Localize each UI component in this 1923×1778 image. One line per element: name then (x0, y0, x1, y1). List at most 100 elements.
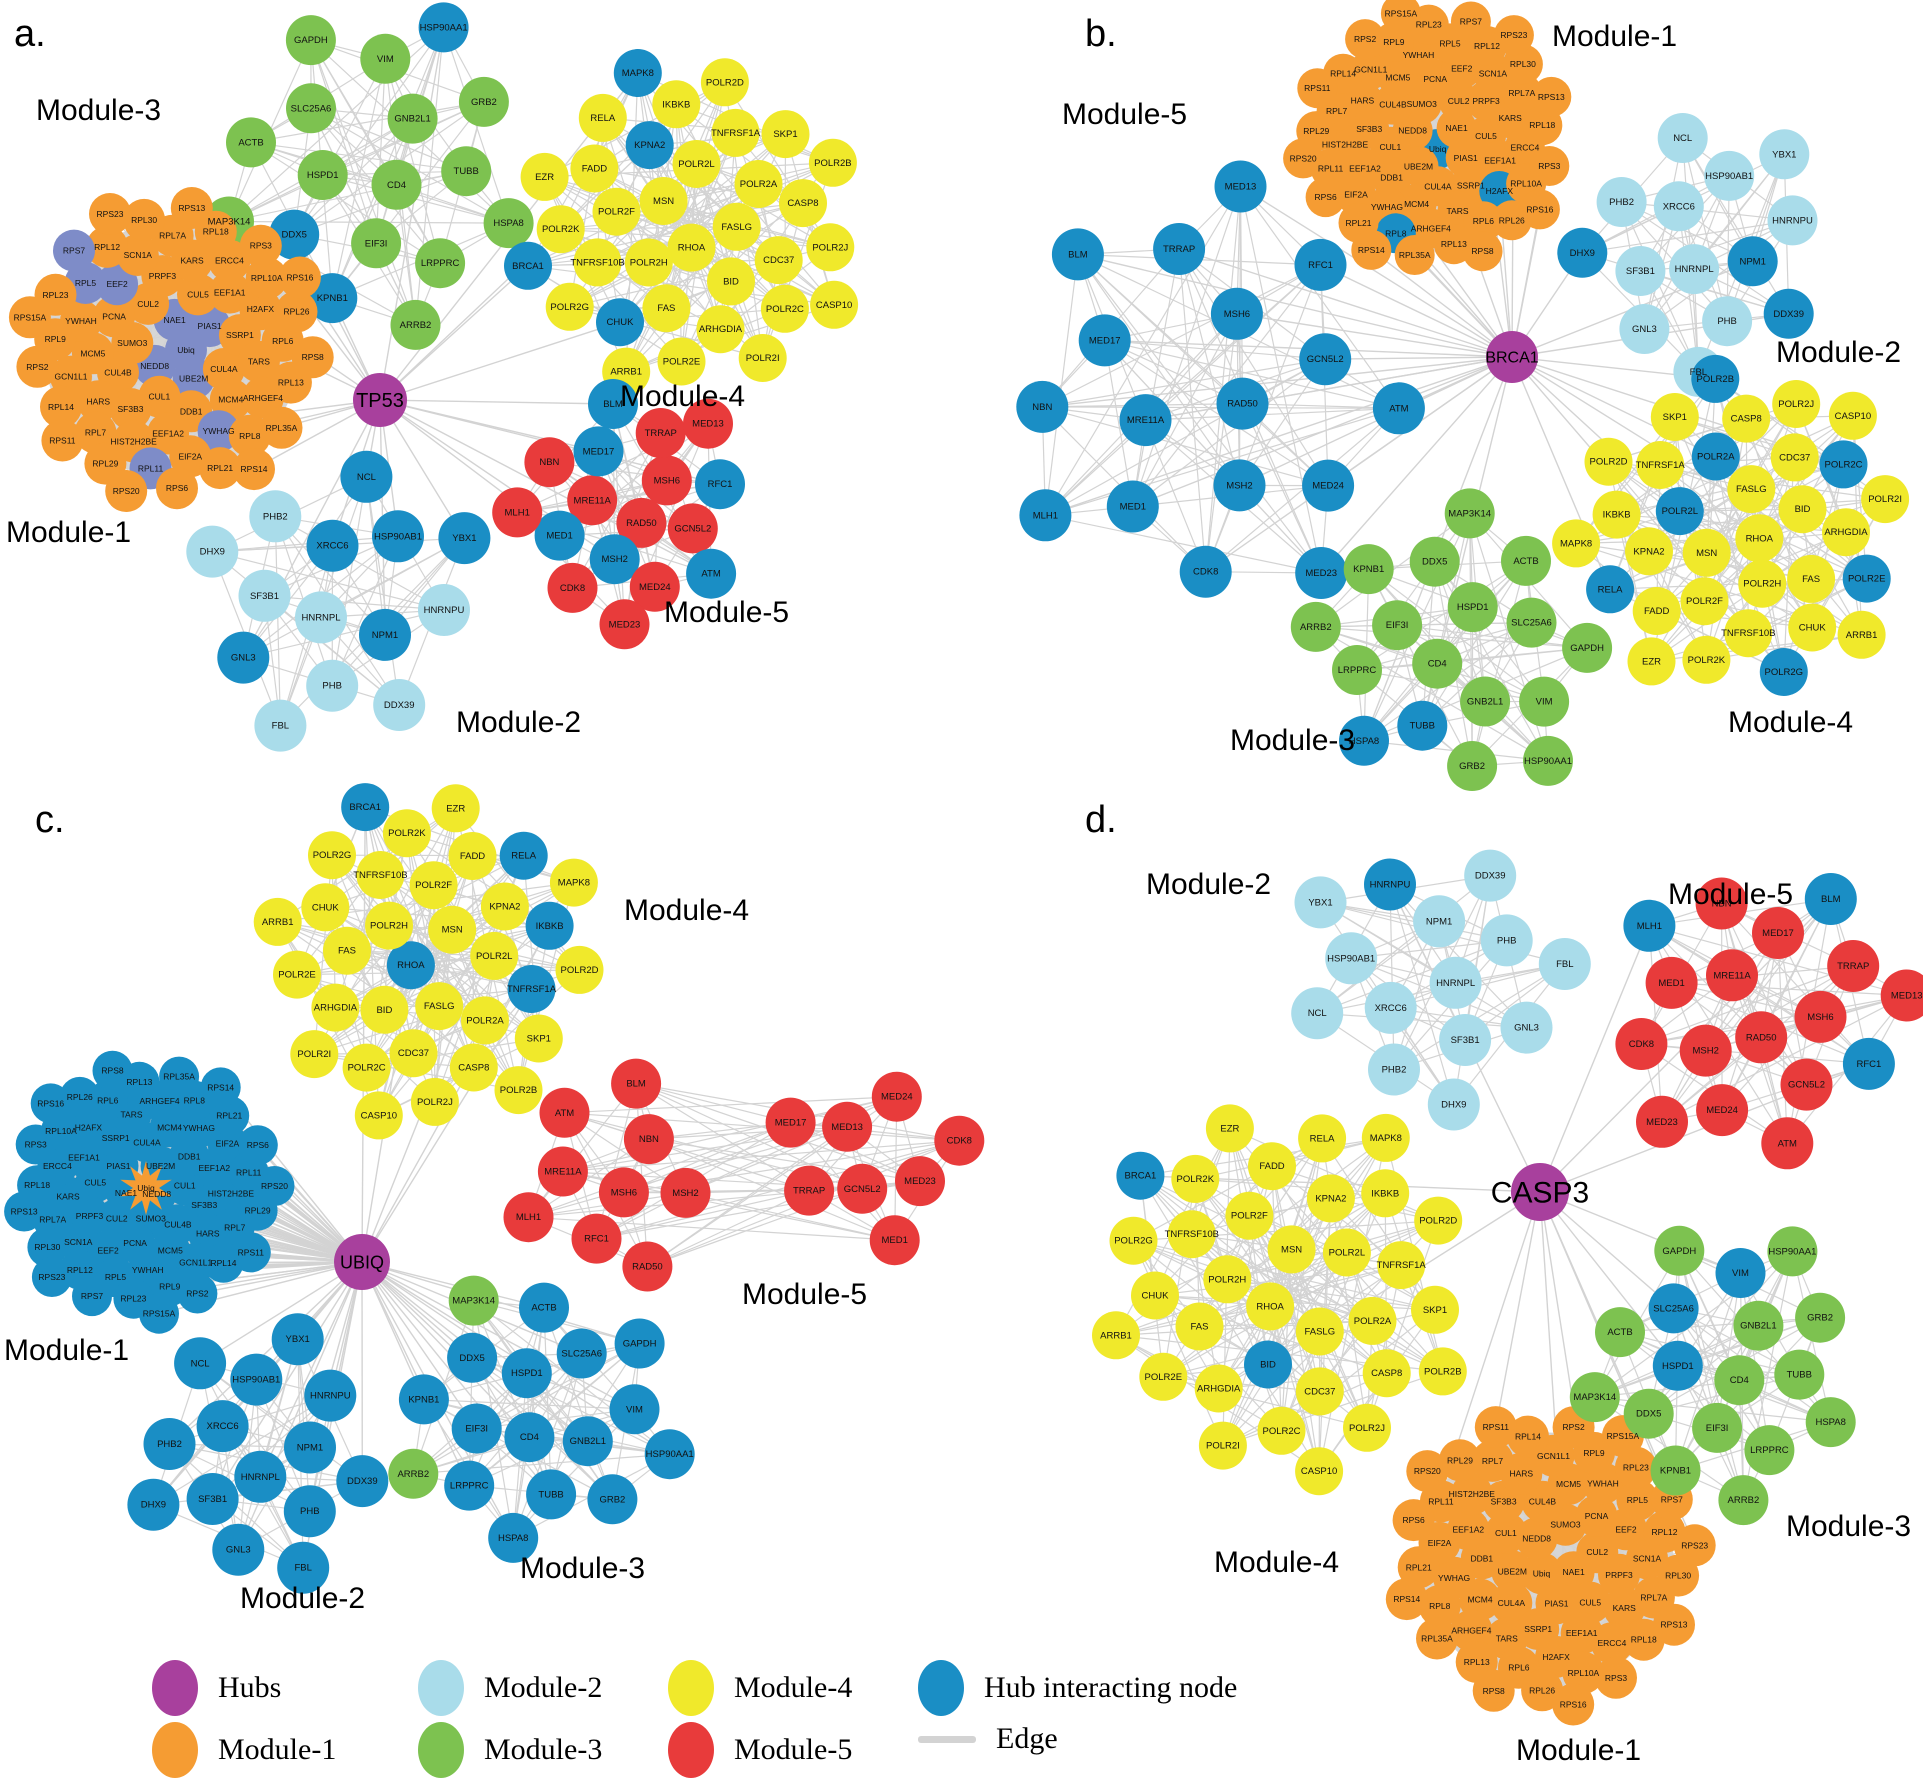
node-label: EIF3I (365, 238, 388, 249)
node-label: RELA (1598, 584, 1623, 595)
node-label: ARRB1 (1100, 1330, 1132, 1341)
node-label: RPS16 (1560, 1700, 1587, 1710)
module-label: Module-2 (1776, 336, 1901, 369)
node-label: HSP90AB1 (1705, 171, 1753, 182)
node-label: MSH6 (1807, 1012, 1833, 1023)
node-label: RPS20 (113, 486, 140, 496)
node-label: CUL1 (149, 392, 171, 402)
node-label: RAD50 (626, 518, 657, 529)
node-label: ARHGDIA (699, 324, 743, 335)
node-label: XRCC6 (1375, 1003, 1407, 1014)
node-label: YWHAH (1403, 50, 1435, 60)
node-label: RPS6 (1314, 192, 1336, 202)
node-label: TNFRSF10B (1165, 1229, 1219, 1240)
node-label: MCM4 (1404, 199, 1429, 209)
node-label: SSRP1 (1457, 180, 1485, 190)
node-label: POLR2K (1688, 655, 1726, 666)
node-label: POLR2J (1349, 1423, 1385, 1434)
node-label: RPL6 (97, 1095, 119, 1105)
node-label: NBN (539, 457, 559, 468)
node-label: CASP10 (1835, 411, 1871, 422)
node-label: MED23 (1646, 1117, 1678, 1128)
node-label: FASLG (1736, 484, 1767, 495)
node-label: CUL4B (1529, 1497, 1557, 1507)
node-label: HIST2H2BE (208, 1189, 255, 1199)
node-label: MRE11A (1127, 415, 1165, 426)
node-label: ACTB (1607, 1327, 1632, 1338)
node-label: FBL (272, 721, 289, 732)
node-label: DDB1 (180, 406, 203, 416)
node-label: GNL3 (226, 1545, 251, 1556)
node-label: MCM5 (1556, 1479, 1581, 1489)
node-label: FBL (1556, 959, 1573, 970)
node-label: CUL2 (106, 1214, 128, 1224)
module-label: Module-1 (1516, 1734, 1641, 1767)
node-label: NPM1 (1739, 256, 1765, 267)
node-label: HSPA8 (498, 1533, 528, 1544)
node-label: RPS20 (1290, 153, 1317, 163)
node-label: RPS7 (1661, 1494, 1683, 1504)
node-label: EZR (1220, 1123, 1239, 1134)
node-label: TNFRSF1A (1636, 460, 1686, 471)
node-label: MED17 (775, 1118, 807, 1129)
node-label: FADD (582, 164, 607, 175)
node-label: CASP8 (458, 1063, 489, 1074)
node-label: POLR2L (1329, 1248, 1365, 1259)
node-label: Ubiq (1429, 144, 1447, 154)
node-label: MSH6 (611, 1187, 637, 1198)
node-label: CUL4A (210, 364, 238, 374)
node-label: GRB2 (471, 97, 497, 108)
hub-edge (1496, 1192, 1540, 1427)
node-label: EZR (446, 803, 465, 814)
node-label: FASLG (424, 1001, 455, 1012)
node-label: HSP90AB1 (374, 531, 422, 542)
node-label: CUL1 (174, 1180, 196, 1190)
node-label: RPL21 (207, 463, 233, 473)
module-label: Module-3 (36, 94, 161, 127)
module-label: Module-5 (664, 596, 789, 629)
node-label: YWHAG (1438, 1573, 1470, 1583)
node-label: XRCC6 (206, 1421, 238, 1432)
node-label: CDC37 (398, 1048, 429, 1059)
node-label: RPL23 (120, 1294, 146, 1304)
node-label: ARHGDIA (314, 1003, 358, 1014)
node-label: RPL12 (94, 242, 120, 252)
node-label: CUL1 (1495, 1528, 1517, 1538)
node-label: IKBKB (662, 99, 690, 110)
node-label: NEDD8 (1398, 126, 1427, 136)
node-label: MSN (442, 925, 463, 936)
node-label: GCN1L1 (1354, 64, 1387, 74)
node-label: RPS3 (1605, 1673, 1627, 1683)
node-label: RPL14 (48, 402, 74, 412)
node-label: BLM (1068, 249, 1088, 260)
node-label: RPL5 (1627, 1495, 1649, 1505)
node-label: DHX9 (141, 1500, 166, 1511)
node-label: RAD50 (632, 1262, 663, 1273)
node-label: RPS3 (250, 241, 272, 251)
node-label: RPL6 (272, 336, 294, 346)
node-label: ERCC4 (215, 256, 244, 266)
node-label: RPL13 (278, 378, 304, 388)
node-label: HSPD1 (1662, 1361, 1694, 1372)
node-label: RPL26 (1499, 215, 1525, 225)
node-label: MAPK8 (1370, 1133, 1402, 1144)
node-label: FAS (657, 303, 675, 314)
node-label: EEF2 (1615, 1524, 1637, 1534)
node-label: MED24 (639, 582, 671, 593)
node-label: ARRB1 (1846, 630, 1878, 641)
node-label: MRE11A (574, 495, 612, 506)
node-label: GAPDH (1662, 1246, 1696, 1257)
node-label: PHB (1497, 935, 1517, 946)
node-label: RPL6 (1473, 216, 1495, 226)
node-label: RPS2 (1562, 1422, 1584, 1432)
node-label: CHUK (607, 317, 635, 328)
node-label: POLR2C (766, 304, 804, 315)
node-label: RPL21 (1406, 1562, 1432, 1572)
node-label: TRRAP (793, 1186, 825, 1197)
node-label: HSP90AA1 (1768, 1246, 1816, 1257)
node-label: MAP3K14 (1448, 508, 1491, 519)
node-label: EEF1A2 (198, 1163, 230, 1173)
node-label: CDC37 (763, 255, 794, 266)
node-label: RELA (511, 851, 536, 862)
